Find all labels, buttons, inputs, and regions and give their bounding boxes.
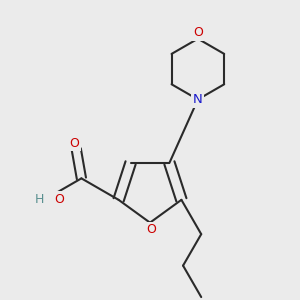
Text: N: N [193,93,203,106]
Text: O: O [147,224,157,236]
Text: O: O [70,137,80,150]
Text: O: O [54,193,64,206]
Text: H: H [35,193,44,206]
Text: O: O [193,26,203,39]
